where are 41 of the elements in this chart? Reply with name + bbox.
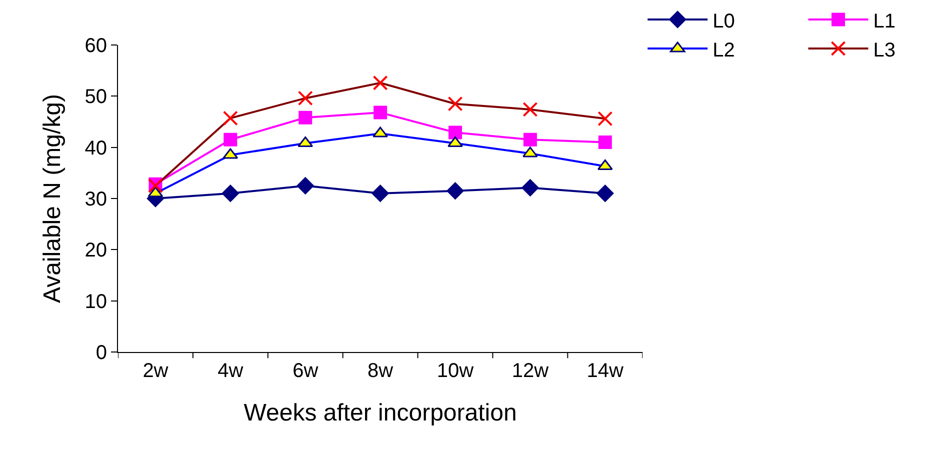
point: [522, 146, 538, 158]
y-tick-label: 0: [96, 342, 107, 364]
point: [222, 110, 238, 126]
point: [448, 126, 462, 140]
y-axis-title: Available N (mg/kg): [39, 94, 66, 303]
legend-label: L3: [873, 39, 896, 62]
point: [372, 126, 388, 138]
y-tick-label: 60: [84, 35, 107, 57]
legend-label: L1: [873, 10, 896, 32]
x-tick-label: 6w: [292, 360, 319, 382]
point: [298, 110, 312, 124]
point: [374, 106, 388, 120]
x-tick-label: 12w: [512, 360, 550, 382]
point: [372, 75, 388, 90]
point: [522, 179, 539, 196]
y-tick-label: 10: [84, 290, 107, 313]
x-tick-label: 8w: [368, 360, 394, 382]
point: [298, 90, 313, 106]
point: [448, 136, 463, 147]
legend-label: L0: [712, 10, 735, 32]
point: [224, 132, 238, 146]
y-tick-label: 20: [84, 240, 107, 262]
point: [598, 135, 612, 149]
point: [222, 184, 239, 202]
x-axis-title: Weeks after incorporation: [244, 399, 517, 426]
point: [523, 132, 537, 146]
x-tick-label: 4w: [218, 360, 244, 382]
point: [522, 102, 538, 117]
point: [296, 177, 314, 194]
point: [446, 182, 464, 200]
legend-label: L2: [712, 39, 735, 62]
point: [448, 96, 463, 112]
point: [596, 184, 614, 202]
y-tick-label: 40: [84, 137, 107, 160]
point: [372, 184, 389, 202]
x-tick-label: 2w: [142, 360, 169, 382]
x-tick-label: 14w: [586, 360, 624, 382]
y-tick-label: 50: [84, 86, 107, 108]
y-tick-label: 30: [84, 188, 107, 210]
x-tick-label: 10w: [436, 360, 474, 382]
point: [598, 111, 613, 126]
